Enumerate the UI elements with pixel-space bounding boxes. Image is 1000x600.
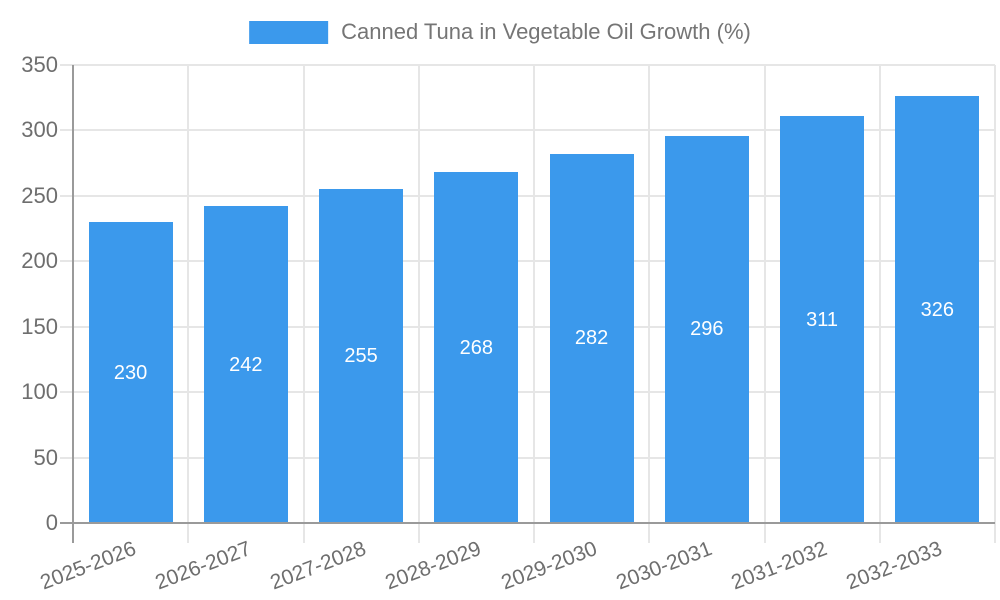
x-gridline xyxy=(878,65,881,543)
y-axis-line xyxy=(72,65,74,543)
bar[interactable] xyxy=(780,116,865,523)
legend-label: Canned Tuna in Vegetable Oil Growth (%) xyxy=(341,19,751,44)
y-gridline xyxy=(60,325,995,328)
x-gridline xyxy=(187,65,190,543)
bar[interactable] xyxy=(319,189,404,523)
bar[interactable] xyxy=(664,135,749,523)
bar-value-label: 230 xyxy=(113,361,148,384)
y-gridline xyxy=(60,129,995,132)
bar-value-label: 296 xyxy=(690,318,724,341)
y-axis-label: 250 xyxy=(21,182,58,208)
x-gridline xyxy=(302,65,305,543)
y-gridline xyxy=(60,260,995,263)
bar[interactable] xyxy=(203,206,288,523)
y-gridline xyxy=(60,456,995,459)
y-axis-label: 300 xyxy=(21,117,58,143)
y-gridline xyxy=(60,194,995,197)
x-gridline xyxy=(533,65,535,543)
y-axis-label: 150 xyxy=(21,313,58,339)
bar[interactable] xyxy=(434,172,519,523)
bar-value-label: 282 xyxy=(574,327,609,350)
legend[interactable]: Canned Tuna in Vegetable Oil Growth (%) xyxy=(249,19,751,45)
bar-value-label: 268 xyxy=(459,336,494,359)
x-gridline xyxy=(417,65,420,543)
y-axis-label: 50 xyxy=(33,444,58,470)
x-gridline xyxy=(994,65,996,543)
bar-value-label: 242 xyxy=(229,353,263,376)
y-axis-label: 100 xyxy=(21,379,58,405)
x-gridline xyxy=(763,65,766,543)
y-gridline xyxy=(60,391,995,394)
x-gridline xyxy=(648,65,651,543)
bar[interactable] xyxy=(88,222,173,523)
y-axis-label: 0 xyxy=(45,510,58,535)
legend-swatch xyxy=(249,20,329,44)
y-gridline xyxy=(60,64,995,66)
bar[interactable] xyxy=(549,153,634,523)
bar-value-label: 255 xyxy=(344,345,378,368)
bar-value-label: 311 xyxy=(806,308,839,331)
x-axis-line xyxy=(60,522,995,524)
bar-value-label: 326 xyxy=(920,298,955,321)
y-axis-label: 200 xyxy=(21,248,58,274)
y-axis-label: 350 xyxy=(21,52,58,77)
bar[interactable] xyxy=(895,96,980,523)
